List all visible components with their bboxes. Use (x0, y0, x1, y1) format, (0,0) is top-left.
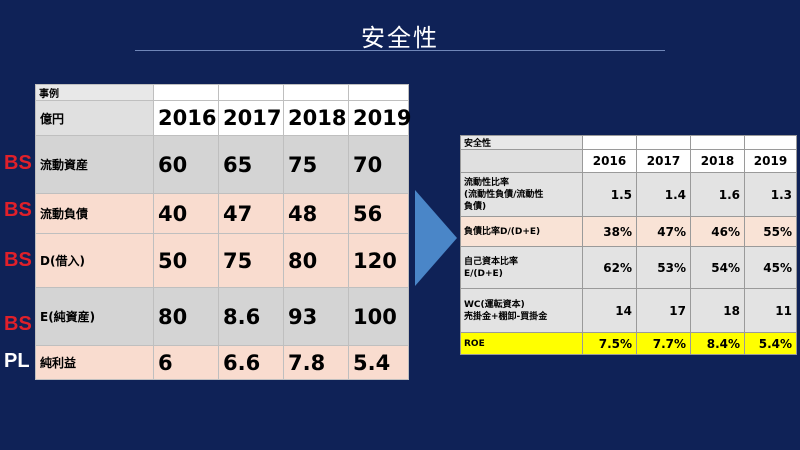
ratio-label: 自己資本比率 E/(D+E) (460, 246, 583, 289)
ratio-label-line: E/(D+E) (464, 268, 503, 279)
table-row: D(借入) 50 75 80 120 (35, 233, 409, 288)
ratio-row: 自己資本比率 E/(D+E) 62% 53% 54% 45% (460, 246, 797, 289)
year-header: 2018 (283, 100, 349, 136)
table-row: E(純資産) 80 8.6 93 100 (35, 287, 409, 346)
ratio-value: 18 (690, 288, 745, 333)
ratio-row: WC(運転資本) 売掛金+棚卸-買掛金 14 17 18 11 (460, 288, 797, 333)
ratio-value: 55% (744, 216, 797, 247)
safety-ratios-table: 安全性 2016 2017 2018 2019 流動性比率 (流動性負債/流動性… (460, 135, 797, 355)
row-tag-debt: BS (4, 249, 32, 271)
unit-label: 億円 (35, 100, 154, 136)
ratio-value: 7.7% (636, 332, 691, 355)
ratio-value: 54% (690, 246, 745, 289)
table-caption: 事例 (35, 84, 154, 101)
ratio-label: 負債比率D/(D+E) (460, 216, 583, 247)
ratio-row: 流動性比率 (流動性負債/流動性 負債) 1.5 1.4 1.6 1.3 (460, 172, 797, 217)
cell-value: 75 (218, 233, 284, 288)
cell-value: 50 (153, 233, 219, 288)
cell-value: 60 (153, 135, 219, 194)
cell-value: 56 (348, 193, 409, 234)
ratio-value: 14 (582, 288, 637, 333)
table-row: 流動資産 60 65 75 70 (35, 135, 409, 194)
cell-value: 120 (348, 233, 409, 288)
year-header: 2019 (348, 100, 411, 136)
year-header: 2016 (153, 100, 219, 136)
cell-value: 80 (153, 287, 219, 346)
financial-data-table: 事例 億円 2016 2017 2018 2019 流動資産 60 65 75 … (35, 84, 411, 380)
row-label: 流動資産 (35, 135, 154, 194)
cell-value: 6.6 (218, 345, 284, 380)
table-row: 純利益 6 6.6 7.8 5.4 (35, 345, 409, 380)
cell-value: 40 (153, 193, 219, 234)
row-tag-current-assets: BS (4, 152, 32, 174)
ratio-label: 流動性比率 (流動性負債/流動性 負債) (460, 172, 583, 217)
year-header: 2017 (636, 149, 691, 173)
ratio-label-line: 自己資本比率 (464, 256, 519, 267)
row-label: 純利益 (35, 345, 154, 380)
cell-value: 6 (153, 345, 219, 380)
cell-value: 70 (348, 135, 409, 194)
title-divider (135, 50, 665, 51)
ratios-header-row: 2016 2017 2018 2019 (460, 149, 797, 173)
ratio-value: 5.4% (744, 332, 797, 355)
table-header-row: 億円 2016 2017 2018 2019 (35, 100, 411, 136)
ratio-value: 11 (744, 288, 797, 333)
row-label: 流動負債 (35, 193, 154, 234)
ratio-label-line: (流動性負債/流動性 (464, 189, 544, 200)
cell-value: 93 (283, 287, 349, 346)
ratio-label: ROE (460, 332, 583, 355)
year-header: 2017 (218, 100, 284, 136)
ratio-value: 1.5 (582, 172, 637, 217)
ratio-label-line: 負債比率D/(D+E) (464, 226, 541, 237)
ratio-label-line: 売掛金+棚卸-買掛金 (464, 311, 548, 322)
table-row: 流動負債 40 47 48 56 (35, 193, 409, 234)
year-header: 2016 (582, 149, 637, 173)
ratio-label-line: ROE (464, 338, 485, 349)
ratio-row: 負債比率D/(D+E) 38% 47% 46% 55% (460, 216, 797, 247)
right-arrow-icon (415, 190, 457, 286)
ratio-value: 8.4% (690, 332, 745, 355)
row-label: D(借入) (35, 233, 154, 288)
cell-value: 65 (218, 135, 284, 194)
ratio-value: 1.6 (690, 172, 745, 217)
ratio-value: 47% (636, 216, 691, 247)
ratio-value: 38% (582, 216, 637, 247)
row-tag-equity: BS (4, 313, 32, 335)
ratio-value: 1.3 (744, 172, 797, 217)
ratio-label-line: 負債) (464, 201, 487, 212)
ratio-label: WC(運転資本) 売掛金+棚卸-買掛金 (460, 288, 583, 333)
ratio-label-line: 流動性比率 (464, 177, 510, 188)
cell-value: 8.6 (218, 287, 284, 346)
cell-value: 47 (218, 193, 284, 234)
row-label: E(純資産) (35, 287, 154, 346)
slide-title: 安全性 (361, 24, 439, 52)
ratio-value: 17 (636, 288, 691, 333)
row-tag-current-liabilities: BS (4, 199, 32, 221)
ratios-table-caption: 安全性 (460, 135, 583, 150)
year-header: 2019 (744, 149, 797, 173)
cell-value: 48 (283, 193, 349, 234)
cell-value: 100 (348, 287, 409, 346)
ratio-value: 45% (744, 246, 797, 289)
ratio-value: 53% (636, 246, 691, 289)
ratio-value: 7.5% (582, 332, 637, 355)
year-header: 2018 (690, 149, 745, 173)
ratio-value: 1.4 (636, 172, 691, 217)
ratio-label-line: WC(運転資本) (464, 299, 525, 310)
ratio-value: 46% (690, 216, 745, 247)
ratio-value: 62% (582, 246, 637, 289)
ratio-row-roe: ROE 7.5% 7.7% 8.4% 5.4% (460, 332, 797, 355)
row-tag-net-income: PL (4, 350, 30, 372)
cell-value: 75 (283, 135, 349, 194)
cell-value: 7.8 (283, 345, 349, 380)
cell-value: 5.4 (348, 345, 409, 380)
cell-value: 80 (283, 233, 349, 288)
